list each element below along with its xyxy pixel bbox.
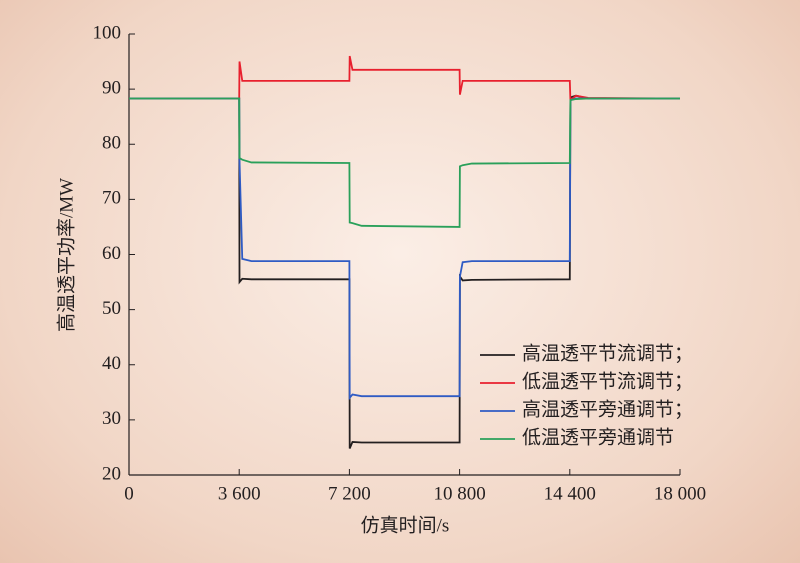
x-tick-label: 3 600 <box>218 483 261 504</box>
y-tick-label: 100 <box>93 22 122 43</box>
x-tick-label: 14 400 <box>544 483 596 504</box>
legend-label: 低温透平旁通调节 <box>522 426 674 448</box>
y-tick-label: 70 <box>102 188 121 209</box>
legend-label: 低温透平节流调节； <box>522 370 693 392</box>
y-tick-label: 30 <box>102 408 121 429</box>
y-tick-label: 60 <box>102 243 121 264</box>
series-line <box>129 55 681 102</box>
y-axis-label: 高温透平功率/MW <box>55 178 77 332</box>
y-tick-label: 90 <box>102 77 121 98</box>
series-line <box>129 94 680 449</box>
legend-label: 高温透平旁通调节； <box>522 398 693 420</box>
y-tick-label: 40 <box>102 353 121 374</box>
x-axis-label: 仿真时间/s <box>361 514 450 536</box>
legend-label: 高温透平节流调节； <box>522 342 693 364</box>
y-tick-label: 50 <box>102 298 121 319</box>
series-line <box>129 97 680 228</box>
y-tick-label: 80 <box>102 133 121 154</box>
x-tick-label: 10 800 <box>433 483 485 504</box>
y-tick-label: 20 <box>102 463 121 484</box>
x-tick-label: 0 <box>124 483 134 504</box>
x-tick-label: 7 200 <box>328 483 371 504</box>
x-tick-label: 18 000 <box>654 483 706 504</box>
